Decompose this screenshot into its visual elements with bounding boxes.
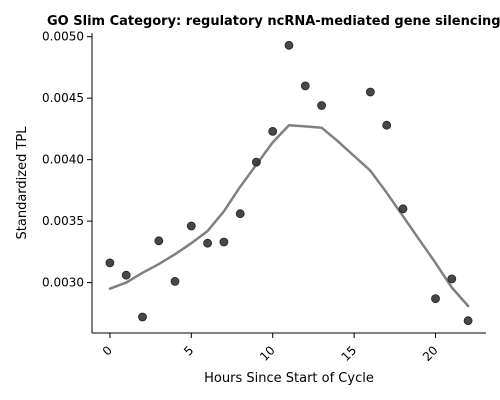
data-point bbox=[317, 101, 327, 110]
y-tick-label: 0.0030 bbox=[42, 276, 84, 290]
data-point bbox=[154, 236, 164, 246]
data-point bbox=[431, 294, 440, 304]
data-point bbox=[398, 204, 408, 214]
y-tick-label: 0.0035 bbox=[42, 214, 84, 228]
data-point bbox=[138, 312, 147, 322]
y-axis-label: Standardized TPL bbox=[15, 126, 30, 240]
data-point bbox=[170, 276, 180, 286]
y-tick-label: 0.0045 bbox=[42, 91, 84, 105]
data-point bbox=[251, 157, 261, 167]
y-ticks: 0.0030 0.0035 0.0040 0.0045 0.0050 bbox=[42, 30, 92, 290]
x-tick-label: 5 bbox=[181, 343, 196, 358]
plot-area bbox=[105, 40, 473, 326]
data-point bbox=[203, 238, 213, 248]
data-point bbox=[235, 209, 245, 219]
data-point bbox=[268, 126, 278, 136]
y-tick-label: 0.0050 bbox=[42, 30, 84, 44]
trend-line bbox=[108, 123, 470, 308]
x-tick-label: 20 bbox=[420, 343, 441, 364]
data-point bbox=[382, 120, 392, 130]
data-point bbox=[463, 316, 473, 326]
chart-title: GO Slim Category: regulatory ncRNA-media… bbox=[47, 14, 500, 29]
data-point bbox=[105, 258, 115, 268]
data-point bbox=[219, 237, 229, 247]
data-point bbox=[447, 274, 457, 284]
data-point bbox=[284, 40, 294, 50]
x-axis-label: Hours Since Start of Cycle bbox=[204, 371, 374, 386]
data-point bbox=[186, 221, 196, 231]
data-point bbox=[121, 270, 131, 280]
y-tick-label: 0.0040 bbox=[42, 153, 84, 167]
data-point bbox=[365, 87, 375, 97]
x-ticks: 0 5 10 15 20 bbox=[100, 333, 441, 364]
x-tick-label: 0 bbox=[100, 343, 115, 358]
data-point bbox=[300, 81, 310, 91]
x-tick-label: 15 bbox=[339, 343, 360, 364]
x-tick-label: 10 bbox=[257, 343, 278, 364]
